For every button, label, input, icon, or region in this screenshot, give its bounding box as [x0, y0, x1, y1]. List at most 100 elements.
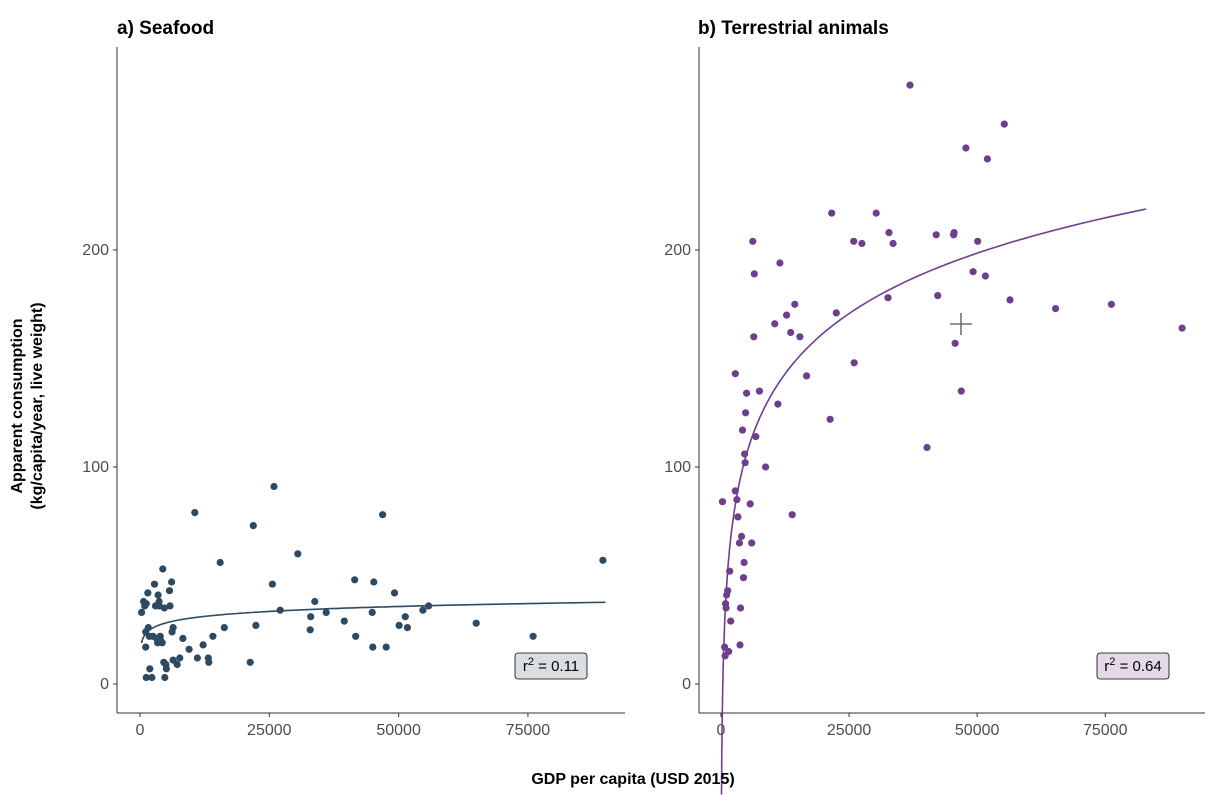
data-point [165, 587, 174, 595]
data-point [981, 272, 990, 280]
data-point [307, 613, 315, 621]
data-point [969, 268, 977, 276]
data-point [529, 632, 537, 640]
data-point [142, 643, 150, 651]
data-point [142, 673, 150, 682]
data-point [771, 320, 779, 328]
x-tick-label: 0 [717, 722, 726, 739]
y-tick-label: 0 [100, 676, 109, 693]
data-point [216, 558, 224, 567]
panel-title-terrestrial: b) Terrestrial animals [698, 18, 889, 39]
data-point [736, 604, 745, 612]
data-point [166, 602, 174, 610]
data-point [193, 654, 201, 662]
data-point [1052, 305, 1060, 313]
data-point [158, 639, 166, 647]
data-point [419, 606, 427, 614]
data-point [735, 539, 744, 547]
data-point [776, 259, 784, 267]
data-point [270, 482, 278, 491]
plot-area-seafood: 0 100 200 0 25000 50000 75000 r2 = 0.11 [82, 47, 625, 739]
x-tick-label: 75000 [1083, 722, 1128, 739]
y-axis-title-line2: (kg/capita/year, live weight) [29, 302, 46, 509]
data-point [252, 621, 260, 630]
r2-label-box [1096, 652, 1170, 680]
data-point [322, 608, 330, 617]
data-point [742, 409, 750, 417]
data-point [826, 415, 834, 423]
data-point [168, 578, 176, 586]
x-axis-title: GDP per capita (USD 2015) [531, 771, 734, 788]
data-point [983, 155, 992, 163]
data-point [832, 309, 840, 317]
data-point [828, 209, 836, 217]
data-point [382, 643, 390, 651]
data-point [934, 292, 942, 300]
data-point [369, 643, 377, 651]
data-point [138, 608, 146, 617]
data-point [390, 589, 399, 597]
data-point [923, 443, 931, 452]
x-tick-label: 0 [136, 722, 145, 739]
x-tick-label: 75000 [506, 722, 551, 739]
panel-title-seafood: a) Seafood [117, 18, 214, 39]
data-point [885, 229, 893, 237]
data-point [368, 608, 376, 617]
data-point [1000, 120, 1008, 128]
y-tick-label: 100 [664, 459, 691, 476]
x-tick-label: 25000 [247, 722, 292, 739]
data-point [737, 532, 746, 541]
y-tick-label: 100 [82, 459, 109, 476]
data-point [173, 660, 181, 669]
data-point [352, 632, 360, 640]
data-point [884, 294, 892, 302]
data-point [803, 372, 811, 380]
crosshair-cursor [950, 313, 972, 335]
data-point [176, 654, 184, 662]
data-point [783, 311, 791, 319]
data-point [749, 237, 757, 245]
data-point [160, 604, 168, 612]
data-point [906, 81, 914, 89]
data-point [738, 426, 747, 434]
y-tick-label: 200 [82, 242, 109, 259]
y-tick-label: 200 [664, 242, 691, 259]
data-point [755, 387, 764, 395]
y-axis-title: Apparent consumption (kg/capita/year, li… [9, 302, 46, 509]
data-point [403, 624, 411, 632]
data-point [750, 333, 758, 341]
data-point [306, 626, 314, 634]
x-tick-label: 50000 [376, 722, 421, 739]
data-point [957, 387, 965, 395]
data-point [736, 641, 744, 649]
fit-curve [140, 601, 606, 644]
data-point [762, 463, 770, 471]
data-point [169, 624, 177, 632]
data-point [144, 589, 152, 597]
data-point [750, 270, 758, 278]
data-point [787, 328, 795, 337]
data-point [950, 229, 958, 237]
data-point [774, 400, 782, 408]
data-point [725, 647, 733, 656]
data-point [872, 209, 880, 217]
data-point [148, 673, 156, 682]
data-point [748, 539, 756, 547]
data-point [351, 576, 359, 584]
data-point [746, 500, 754, 508]
data-point [962, 144, 970, 152]
data-point [1107, 300, 1115, 308]
data-point [191, 508, 199, 517]
data-point [724, 587, 732, 595]
data-point [599, 556, 607, 564]
r2-label-text: r2 = 0.11 [523, 656, 579, 675]
data-point [850, 359, 858, 367]
data-point [472, 619, 480, 627]
data-point [161, 673, 169, 682]
data-point [850, 237, 858, 245]
data-point [788, 511, 796, 519]
r2-label: r2 = 0.11 [514, 652, 588, 680]
y-tick-label: 0 [682, 676, 691, 693]
data-point [395, 621, 403, 630]
